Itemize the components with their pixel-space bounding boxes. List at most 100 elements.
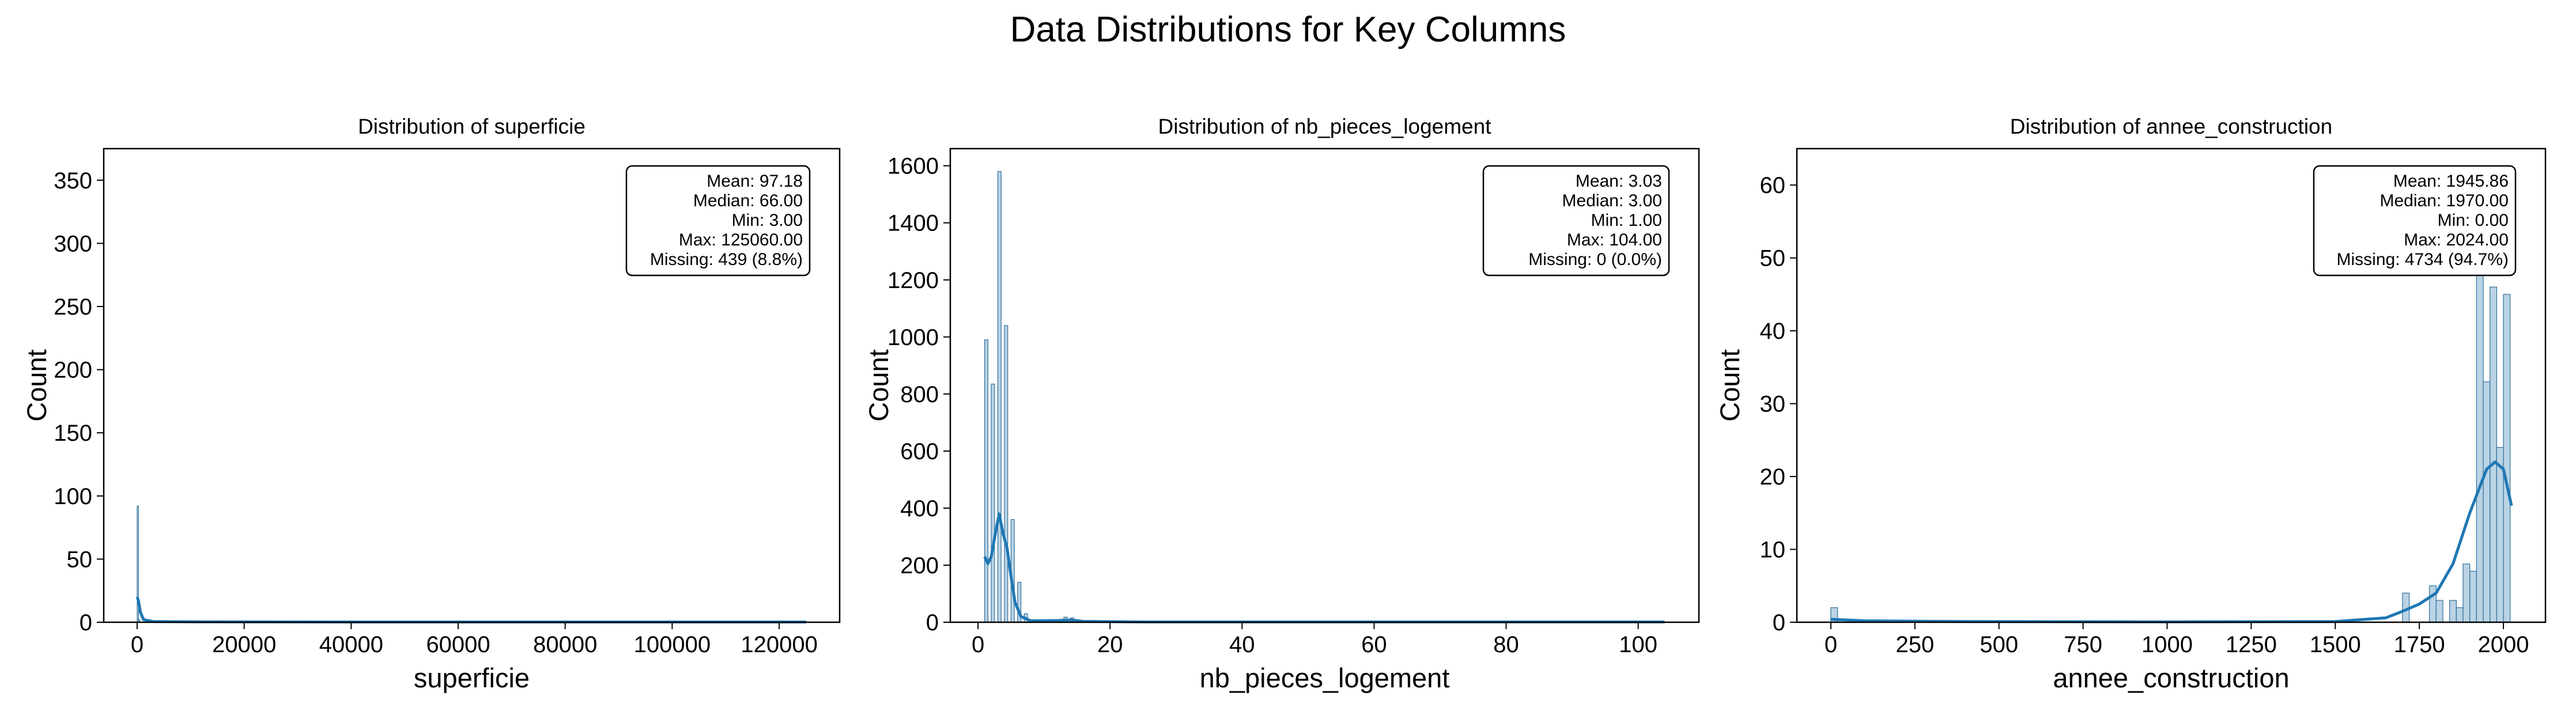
y-tick-label: 1200 [887,268,939,293]
y-axis-label: Count [21,349,52,421]
axes-frame [949,147,1700,623]
x-tick-label: 20 [1097,632,1123,657]
y-axis-label: Count [863,349,894,421]
axes-frame [1796,147,2547,623]
y-tick-label: 300 [54,231,92,256]
x-tick-label: 0 [1825,632,1837,657]
x-tick-label: 20000 [212,632,276,657]
stats-line: Mean: 1945.86 [2393,172,2509,191]
stats-line: Max: 104.00 [1567,230,1662,249]
x-tick-label: 2000 [2478,632,2529,657]
y-tick-label: 350 [54,168,92,194]
panel-title: Distribution of annee_construction [2010,115,2332,138]
x-tick-label: 80 [1493,632,1519,657]
histogram-bar [2462,563,2471,623]
figure-suptitle: Data Distributions for Key Columns [1010,10,1566,50]
y-tick-label: 600 [900,439,939,464]
histogram-bar [997,171,1002,623]
y-tick-label: 50 [1760,246,1786,271]
y-tick-label: 400 [900,496,939,521]
y-tick-label: 1600 [887,154,939,179]
x-tick-label: 100000 [634,632,711,657]
kde-line [135,596,807,624]
x-tick-label: 100 [1619,632,1657,657]
x-tick-label: 1250 [2226,632,2277,657]
stats-line: Missing: 0 (0.0%) [1528,250,1662,269]
histogram-bar [2469,570,2477,623]
stats-line: Min: 0.00 [2438,211,2509,230]
y-tick-label: 1000 [887,325,939,350]
panel-title: Distribution of nb_pieces_logement [1158,115,1492,138]
histogram-bar [984,339,988,623]
x-tick-label: 1000 [2141,632,2193,657]
x-tick-label: 750 [2064,632,2102,657]
histogram-bar [2449,600,2457,623]
panel-nb-pieces-logement: Distribution of nb_pieces_logement 0 20 40 6… [863,115,1700,693]
panel-annee-construction: Distribution of annee_construction 0 250 50… [1714,115,2547,693]
y-tick-label: 40 [1760,319,1786,344]
histogram-bar [2429,585,2437,623]
y-tick-label: 150 [54,421,92,446]
y-tick-label: 60 [1760,173,1786,198]
y-tick-label: 1400 [887,211,939,236]
stats-line: Min: 1.00 [1591,211,1662,230]
x-tick-label: 500 [1980,632,2018,657]
y-tick-label: 0 [1773,610,1785,635]
x-tick-label: 0 [972,632,984,657]
y-tick-label: 50 [67,547,93,572]
stats-line: Missing: 439 (8.8%) [650,250,803,269]
x-tick-label: 120000 [741,632,817,657]
x-axis-label: annee_construction [2053,663,2289,693]
histogram-bar [2435,600,2443,623]
stats-box-frame [625,165,811,277]
stats-line: Missing: 4734 (94.7%) [2337,250,2509,269]
y-tick-label: 20 [1760,464,1786,490]
y-axis-label: Count [1714,349,1745,421]
x-tick-label: 60000 [426,632,490,657]
histogram-bar [2483,381,2491,623]
x-tick-label: 40000 [319,632,383,657]
stats-line: Median: 66.00 [693,191,803,210]
stats-line: Median: 1970.00 [2379,191,2509,210]
histogram-bar [991,383,995,623]
x-tick-label: 40 [1229,632,1255,657]
stats-line: Mean: 97.18 [707,172,803,191]
stats-line: Mean: 3.03 [1576,172,1662,191]
x-tick-label: 1500 [2310,632,2361,657]
axes-frame [103,147,841,623]
y-tick-label: 30 [1760,392,1786,417]
x-tick-label: 0 [131,632,143,657]
stats-box-frame [1482,165,1670,277]
stats-line: Max: 2024.00 [2404,230,2509,249]
panel-title: Distribution of superficie [358,115,586,138]
y-tick-label: 100 [54,484,92,509]
kde-line [983,512,1665,623]
y-tick-label: 0 [926,610,939,635]
stats-box-frame [2313,165,2517,277]
y-tick-label: 250 [54,294,92,320]
y-tick-label: 10 [1760,538,1786,563]
histogram-bar [2456,607,2464,623]
y-tick-label: 200 [900,553,939,578]
y-tick-label: 0 [80,610,92,635]
x-tick-label: 80000 [533,632,597,657]
x-tick-label: 60 [1361,632,1387,657]
stats-line: Median: 3.00 [1562,191,1662,210]
histogram-bar [2503,294,2511,623]
histogram-bar [2496,447,2504,623]
stats-line: Max: 125060.00 [679,230,803,249]
x-tick-label: 250 [1895,632,1934,657]
x-axis-label: nb_pieces_logement [1200,663,1450,693]
x-tick-label: 1750 [2394,632,2445,657]
panel-superficie: Distribution of superficie 0 20000 40000 600… [21,115,841,693]
stats-line: Min: 3.00 [732,211,803,230]
histogram-bar [1004,325,1009,623]
histogram-bar [2490,286,2497,623]
histogram-bar [2476,264,2484,623]
y-tick-label: 200 [54,358,92,383]
x-axis-label: superficie [414,663,530,693]
